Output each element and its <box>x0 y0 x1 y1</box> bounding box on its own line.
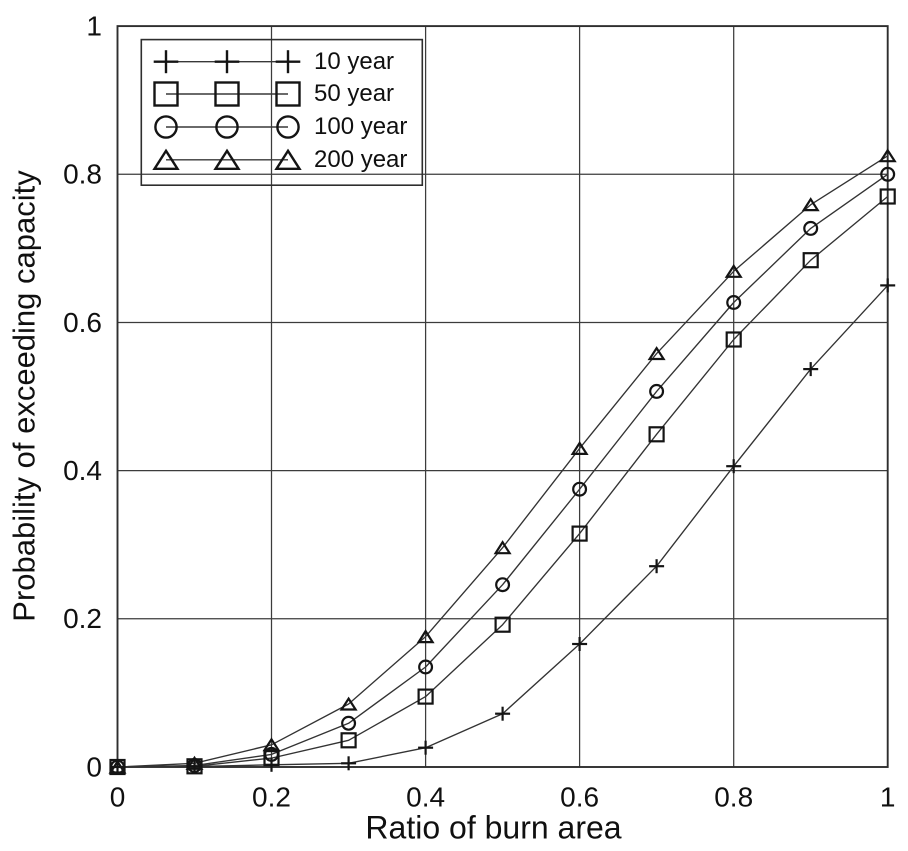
svg-text:0.4: 0.4 <box>406 782 445 813</box>
svg-text:0.2: 0.2 <box>252 782 291 813</box>
svg-text:0.8: 0.8 <box>63 159 102 190</box>
svg-text:1: 1 <box>880 782 896 813</box>
svg-text:Ratio of burn area: Ratio of burn area <box>365 810 621 846</box>
svg-text:0.6: 0.6 <box>560 782 599 813</box>
svg-text:100 year: 100 year <box>314 113 407 140</box>
svg-text:0: 0 <box>86 751 102 782</box>
svg-text:0: 0 <box>110 782 126 813</box>
svg-text:50 year: 50 year <box>314 80 394 107</box>
svg-text:0.8: 0.8 <box>714 782 753 813</box>
svg-text:1: 1 <box>86 11 102 42</box>
svg-text:200 year: 200 year <box>314 146 407 173</box>
svg-text:10 year: 10 year <box>314 48 394 75</box>
svg-text:0.2: 0.2 <box>63 603 102 634</box>
svg-text:0.4: 0.4 <box>63 455 102 486</box>
svg-text:Probability of exceeding capac: Probability of exceeding capacity <box>7 170 42 622</box>
svg-text:0.6: 0.6 <box>63 307 102 338</box>
